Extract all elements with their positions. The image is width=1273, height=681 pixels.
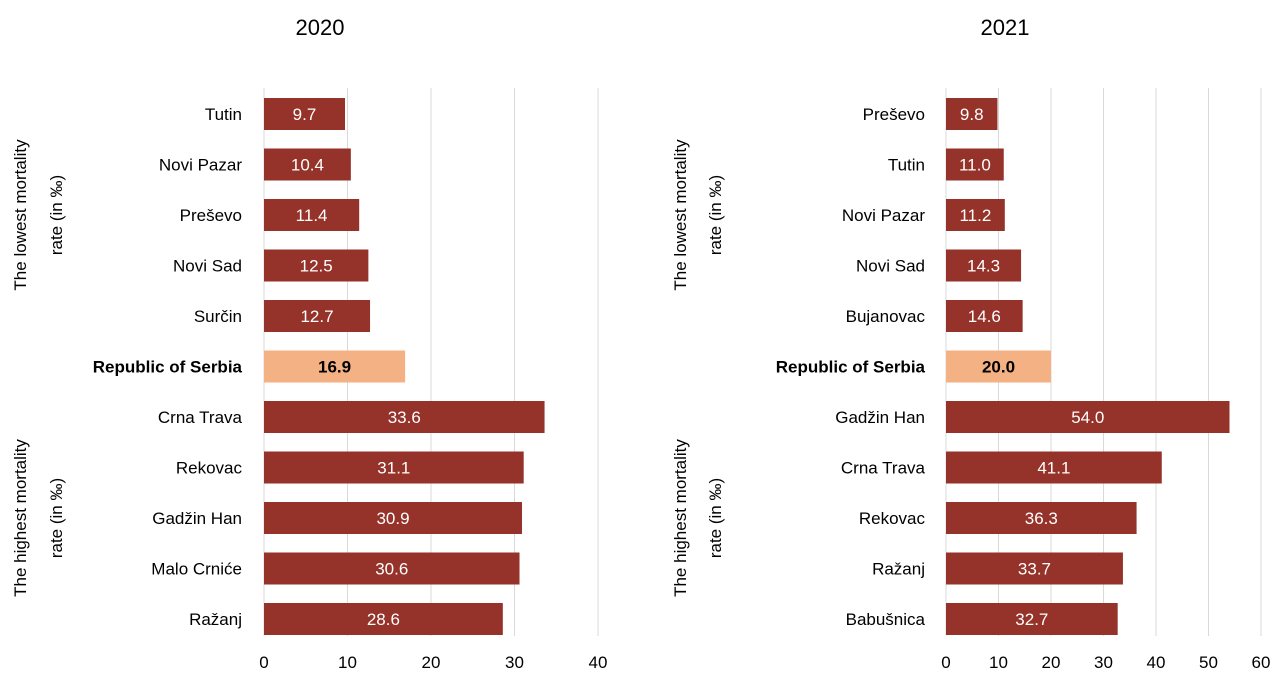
data-label: 41.1 xyxy=(1037,459,1070,478)
category-label: Preševo xyxy=(863,105,925,124)
x-axis: 0 10 20 30 40 50 60 xyxy=(941,653,1270,672)
data-label: 54.0 xyxy=(1071,408,1104,427)
x-tick-label: 20 xyxy=(1042,653,1061,672)
x-tick-label: 30 xyxy=(505,653,524,672)
bar-rekovac xyxy=(946,502,1137,534)
chart-title: 2021 xyxy=(981,15,1030,40)
data-label: 16.9 xyxy=(318,358,351,377)
category-label: Republic of Serbia xyxy=(93,358,243,377)
x-tick-label: 50 xyxy=(1199,653,1218,672)
x-tick-label: 0 xyxy=(259,653,268,672)
category-label: Ražanj xyxy=(189,610,242,629)
bar-surcin xyxy=(264,300,371,332)
group-label-lowest: The lowest mortality rate (in ‰) xyxy=(671,139,725,291)
category-label: Preševo xyxy=(180,206,242,225)
category-label: Babušnica xyxy=(846,610,926,629)
category-label: Ražanj xyxy=(872,560,925,579)
category-label: Crna Trava xyxy=(158,408,243,427)
group-label-line: rate (in ‰) xyxy=(706,175,725,255)
group-label-highest: The highest mortality rate (in ‰) xyxy=(11,439,66,597)
x-tick-label: 10 xyxy=(989,653,1008,672)
data-label: 11.2 xyxy=(959,206,991,225)
category-label: Tutin xyxy=(205,105,242,124)
data-label: 9.7 xyxy=(293,105,317,124)
group-label-line: The lowest mortality xyxy=(11,139,30,291)
x-tick-label: 30 xyxy=(1094,653,1113,672)
chart-title: 2020 xyxy=(296,15,345,40)
data-label: 20.0 xyxy=(982,358,1015,377)
bar-razanj xyxy=(946,552,1123,585)
bar-presevo xyxy=(264,199,360,231)
data-label: 9.8 xyxy=(960,105,984,124)
category-label: Bujanovac xyxy=(846,307,926,326)
category-label: Malo Crniće xyxy=(151,560,242,579)
x-tick-label: 40 xyxy=(589,653,608,672)
group-label-highest: The highest mortality rate (in ‰) xyxy=(671,439,725,597)
category-label: Novi Sad xyxy=(856,257,925,276)
group-label-line: rate (in ‰) xyxy=(706,478,725,558)
bars: 9.8 11.0 11.2 14.3 14.6 20.0 54.0 41.1 36.3 33.7 3… xyxy=(946,98,1230,635)
data-label: 14.3 xyxy=(967,257,1000,276)
bar-republic-of-serbia xyxy=(946,350,1051,383)
category-label: Republic of Serbia xyxy=(776,358,926,377)
bar-novi-pazar xyxy=(264,148,351,181)
data-label: 30.9 xyxy=(376,509,409,528)
bars: 9.7 10.4 11.4 12.5 12.7 16.9 33.6 31.1 30.9 30.6 2… xyxy=(264,98,545,635)
data-label: 30.6 xyxy=(375,560,408,579)
bar-razanj xyxy=(264,603,503,635)
x-axis: 0 10 20 30 40 xyxy=(259,653,607,672)
group-label-line: rate (in ‰) xyxy=(47,478,66,558)
bar-crna-trava xyxy=(264,401,545,433)
data-label: 32.7 xyxy=(1015,610,1048,629)
category-label: Gadžin Han xyxy=(835,408,925,427)
data-label: 12.5 xyxy=(300,257,333,276)
x-tick-label: 60 xyxy=(1252,653,1271,672)
data-label: 11.4 xyxy=(296,206,328,225)
bar-republic-of-serbia xyxy=(264,350,406,383)
group-label-lowest: The lowest mortality rate (in ‰) xyxy=(11,139,66,291)
bar-bujanovac xyxy=(946,300,1023,332)
bar-novi-pazar xyxy=(946,199,1005,231)
category-label: Rekovac xyxy=(859,509,926,528)
category-label: Crna Trava xyxy=(841,459,926,478)
category-label: Rekovac xyxy=(176,459,243,478)
chart-2020: 2020 0 10 20 30 40 9.7 10.4 11.4 12.5 12.7 16.9 33.6… xyxy=(11,15,607,672)
data-label: 31.1 xyxy=(377,459,410,478)
category-label: Novi Pazar xyxy=(842,206,925,225)
group-label-line: rate (in ‰) xyxy=(47,175,66,255)
data-label: 36.3 xyxy=(1025,509,1058,528)
x-tick-label: 0 xyxy=(941,653,950,672)
group-label-line: The lowest mortality xyxy=(671,139,690,291)
category-label: Surčin xyxy=(194,307,242,326)
category-label: Tutin xyxy=(888,156,925,175)
category-label: Novi Sad xyxy=(173,257,242,276)
data-label: 33.6 xyxy=(388,408,421,427)
data-label: 28.6 xyxy=(367,610,400,629)
data-label: 10.4 xyxy=(291,156,324,175)
group-label-line: The highest mortality xyxy=(11,439,30,597)
category-label: Novi Pazar xyxy=(159,156,242,175)
bar-crna-trava xyxy=(946,451,1162,484)
category-label: Gadžin Han xyxy=(152,509,242,528)
bar-tutin xyxy=(946,148,1004,181)
bar-presevo xyxy=(946,98,998,130)
bar-novi-sad xyxy=(264,249,369,282)
group-label-line: The highest mortality xyxy=(671,439,690,597)
data-label: 12.7 xyxy=(300,307,333,326)
bar-tutin xyxy=(264,98,345,130)
chart-2021: 2021 0 10 20 30 40 50 60 9.8 11.0 11.2 14.3 14.6 20.0… xyxy=(671,15,1270,672)
bar-gadzin-han xyxy=(946,401,1230,433)
data-label: 33.7 xyxy=(1018,560,1051,579)
x-tick-label: 10 xyxy=(338,653,357,672)
x-tick-label: 40 xyxy=(1147,653,1166,672)
x-tick-label: 20 xyxy=(422,653,441,672)
data-label: 11.0 xyxy=(959,156,991,175)
data-label: 14.6 xyxy=(968,307,1001,326)
bar-babusnica xyxy=(946,603,1118,635)
bar-malo-crnice xyxy=(264,552,520,585)
bar-novi-sad xyxy=(946,249,1022,282)
bar-rekovac xyxy=(264,451,524,484)
bar-gadzin-han xyxy=(264,502,523,534)
